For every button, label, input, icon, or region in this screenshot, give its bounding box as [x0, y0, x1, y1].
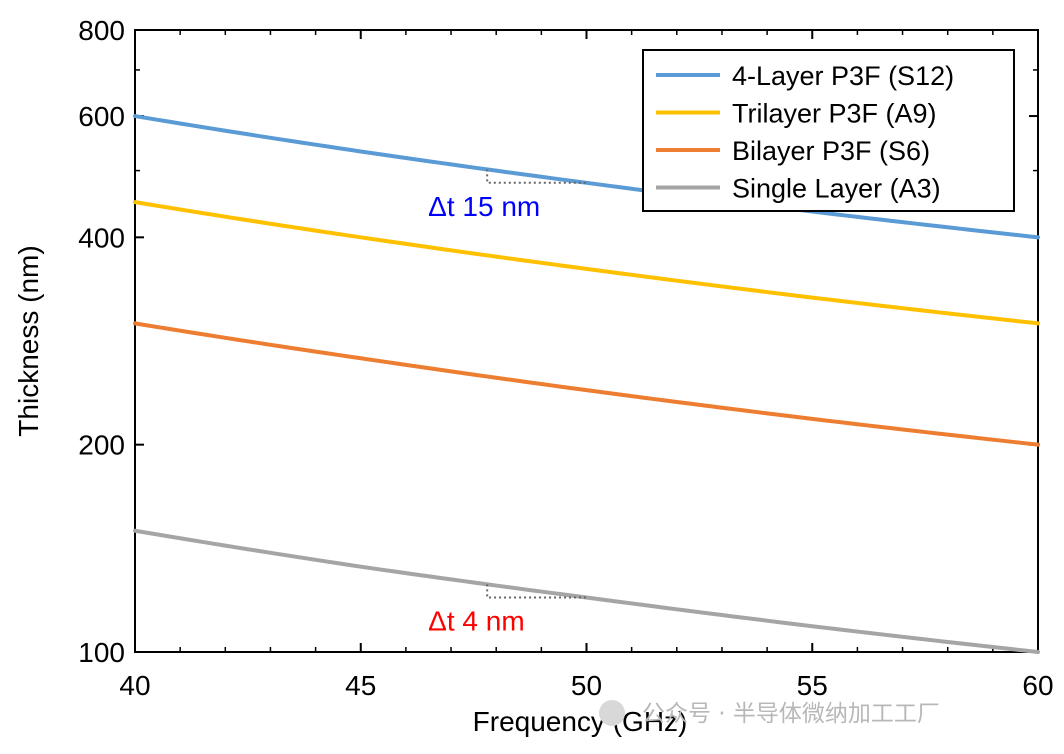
watermark-text: 公众号 · 半导体微纳加工工厂	[642, 701, 940, 727]
y-tick-label: 400	[78, 222, 125, 253]
y-tick-label: 600	[78, 101, 125, 132]
annotation-label-2: Δt 4 nm	[428, 605, 525, 636]
x-tick-labels: 40 45 50 55 60	[119, 670, 1053, 701]
y-axis-title: Thickness (nm)	[13, 245, 44, 436]
series-lines	[133, 114, 1040, 654]
series-line-4	[133, 528, 1040, 654]
series-line-3	[133, 321, 1040, 447]
legend: 4-Layer P3F (S12) Trilayer P3F (A9) Bilaye…	[642, 49, 1015, 212]
annotations: Δt 15 nm Δt 4 nm	[428, 169, 587, 636]
wechat-icon	[599, 700, 625, 726]
annotation-label-1: Δt 15 nm	[428, 191, 540, 222]
y-tick-label: 100	[78, 637, 125, 668]
legend-label-1: 4-Layer P3F (S12)	[732, 61, 954, 91]
x-axis-title: Frequency (GHz)	[473, 706, 688, 737]
x-tick-label: 40	[119, 670, 150, 701]
y-tick-label: 200	[78, 430, 125, 461]
legend-label-3: Bilayer P3F (S6)	[732, 136, 930, 166]
x-tick-label: 45	[345, 670, 376, 701]
legend-label-4: Single Layer (A3)	[732, 174, 941, 204]
x-tick-label: 50	[571, 670, 602, 701]
series-line-2	[133, 200, 1040, 326]
legend-label-2: Trilayer P3F (A9)	[732, 99, 937, 129]
series-line-1	[133, 114, 1040, 240]
y-tick-labels: 100 200 400 600 800	[78, 15, 125, 668]
x-tick-label: 55	[797, 670, 828, 701]
watermark: 公众号 · 半导体微纳加工工厂	[599, 700, 940, 727]
y-tick-label: 800	[78, 15, 125, 46]
x-tick-label: 60	[1022, 670, 1053, 701]
